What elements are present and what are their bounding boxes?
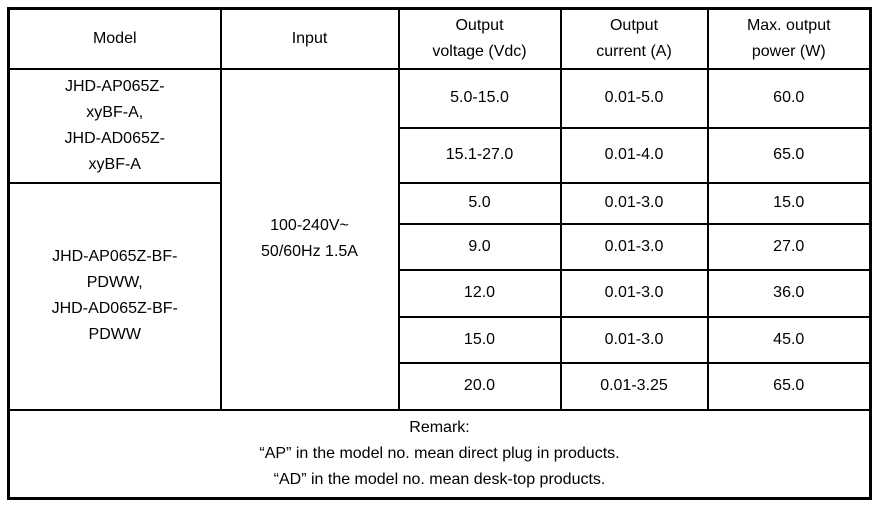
output-voltage-cell: 20.0 bbox=[397, 361, 562, 411]
max-power-cell: 60.0 bbox=[706, 67, 872, 129]
column-header-input: Input bbox=[219, 7, 400, 70]
column-header-max-output-power: Max. output power (W) bbox=[706, 7, 872, 70]
output-voltage-cell: 5.0-15.0 bbox=[397, 67, 562, 129]
power-spec-table: Model Input Output voltage (Vdc) Output … bbox=[7, 7, 872, 500]
output-current-cell: 0.01-3.0 bbox=[559, 315, 709, 364]
table-row: 20.0 0.01-3.25 65.0 bbox=[9, 361, 872, 411]
table-row: 12.0 0.01-3.0 36.0 bbox=[9, 268, 872, 318]
max-power-cell: 65.0 bbox=[706, 126, 872, 184]
output-current-cell: 0.01-3.0 bbox=[559, 268, 709, 318]
table-row: JHD-AP065Z- xyBF-A, JHD-AD065Z- xyBF-A 1… bbox=[7, 67, 872, 411]
remark-cell: Remark: “AP” in the model no. mean direc… bbox=[7, 408, 872, 500]
remark-row: Remark: “AP” in the model no. mean direc… bbox=[7, 408, 872, 500]
output-voltage-cell: 12.0 bbox=[397, 268, 562, 318]
max-power-cell: 65.0 bbox=[706, 361, 872, 411]
output-voltage-cell: 9.0 bbox=[397, 222, 562, 271]
table-row: JHD-AP065Z-BF- PDWW, JHD-AD065Z-BF- PDWW… bbox=[7, 181, 872, 411]
output-voltage-cell: 15.1-27.0 bbox=[397, 126, 562, 184]
output-voltage-cell: 15.0 bbox=[397, 315, 562, 364]
max-power-cell: 27.0 bbox=[706, 222, 872, 271]
max-power-cell: 36.0 bbox=[706, 268, 872, 318]
column-header-model: Model bbox=[7, 7, 222, 70]
model-group-1-cell: JHD-AP065Z- xyBF-A, JHD-AD065Z- xyBF-A bbox=[7, 67, 222, 184]
table-header-row: Model Input Output voltage (Vdc) Output … bbox=[7, 7, 872, 70]
model-group-2-cell: JHD-AP065Z-BF- PDWW, JHD-AD065Z-BF- PDWW bbox=[7, 181, 222, 411]
table-row: 15.1-27.0 0.01-4.0 65.0 bbox=[9, 126, 872, 184]
output-current-cell: 0.01-3.25 bbox=[559, 361, 709, 411]
input-spec-cell: 100-240V~ 50/60Hz 1.5A bbox=[219, 67, 400, 411]
max-power-cell: 15.0 bbox=[706, 181, 872, 225]
max-power-cell: 45.0 bbox=[706, 315, 872, 364]
table-row: 9.0 0.01-3.0 27.0 bbox=[9, 222, 872, 271]
column-header-output-current: Output current (A) bbox=[559, 7, 709, 70]
output-current-cell: 0.01-4.0 bbox=[559, 126, 709, 184]
output-current-cell: 0.01-5.0 bbox=[559, 67, 709, 129]
output-current-cell: 0.01-3.0 bbox=[559, 222, 709, 271]
table-row: 15.0 0.01-3.0 45.0 bbox=[9, 315, 872, 364]
output-voltage-cell: 5.0 bbox=[397, 181, 562, 225]
output-current-cell: 0.01-3.0 bbox=[559, 181, 709, 225]
column-header-output-voltage: Output voltage (Vdc) bbox=[397, 7, 562, 70]
